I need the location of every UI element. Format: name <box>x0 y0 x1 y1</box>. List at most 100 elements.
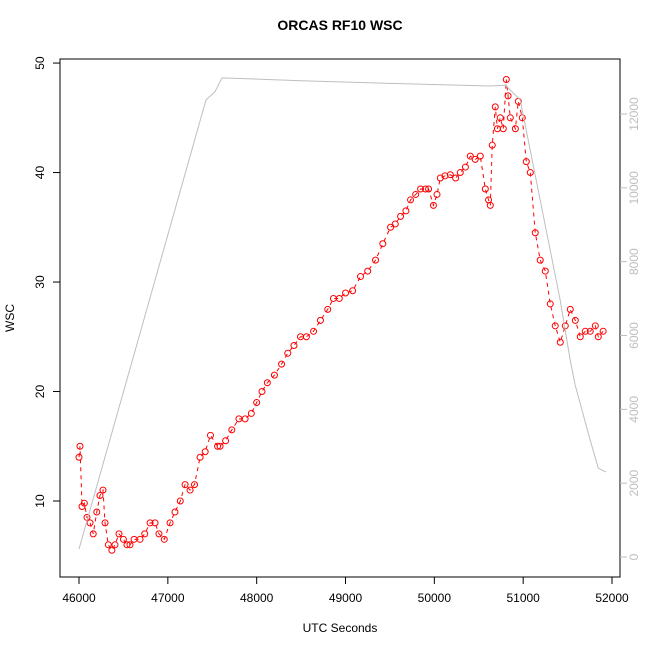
point <box>581 327 589 335</box>
point <box>253 398 261 406</box>
point <box>335 294 343 302</box>
point <box>93 508 101 516</box>
point <box>425 185 433 193</box>
point <box>86 519 94 527</box>
point <box>222 437 230 445</box>
y2-tick-label: 0 <box>627 553 641 560</box>
y2-tick-label: 10000 <box>627 171 641 205</box>
point <box>591 322 599 330</box>
point <box>216 442 224 450</box>
x-axis-label: UTC Seconds <box>303 621 378 635</box>
point <box>364 267 372 275</box>
y-axis-label: WSC <box>3 304 17 332</box>
point <box>551 322 559 330</box>
point <box>310 327 318 335</box>
point <box>76 442 84 450</box>
point <box>599 327 607 335</box>
point <box>176 497 184 505</box>
point <box>379 240 387 248</box>
point <box>412 190 420 198</box>
point <box>241 415 249 423</box>
point <box>556 338 564 346</box>
point <box>146 519 154 527</box>
point <box>284 349 292 357</box>
y-tick-label: 40 <box>33 166 47 180</box>
point <box>481 185 489 193</box>
point <box>576 333 584 341</box>
x-tick-label: 52000 <box>595 591 629 605</box>
x-tick-label: 47000 <box>151 591 185 605</box>
y2-tick-label: 4000 <box>627 396 641 423</box>
point <box>302 333 310 341</box>
point <box>80 499 88 507</box>
point <box>397 212 405 220</box>
point <box>342 289 350 297</box>
point <box>486 201 494 209</box>
point <box>541 267 549 275</box>
chart-title: ORCAS RF10 WSC <box>277 17 402 33</box>
point <box>316 316 324 324</box>
point <box>506 114 514 122</box>
point <box>104 541 112 549</box>
y-tick-label: 50 <box>33 56 47 70</box>
x-tick-label: 51000 <box>506 591 540 605</box>
point <box>518 114 526 122</box>
point <box>502 75 510 83</box>
y-tick-label: 30 <box>33 275 47 289</box>
point <box>566 305 574 313</box>
point <box>357 273 365 281</box>
point <box>141 530 149 538</box>
point <box>160 535 168 543</box>
point <box>391 220 399 228</box>
point <box>522 158 530 166</box>
point <box>96 492 104 500</box>
point <box>387 223 395 231</box>
point <box>504 92 512 100</box>
y-tick-label: 20 <box>33 385 47 399</box>
point <box>407 196 415 204</box>
point <box>586 327 594 335</box>
point <box>136 535 144 543</box>
x-tick-label: 48000 <box>240 591 274 605</box>
point <box>456 169 464 177</box>
point <box>166 519 174 527</box>
point <box>115 530 123 538</box>
y2-tick-label: 2000 <box>627 469 641 496</box>
point <box>531 229 539 237</box>
point <box>526 169 534 177</box>
point <box>111 541 119 549</box>
x-tick-label: 49000 <box>329 591 363 605</box>
point <box>429 201 437 209</box>
point <box>214 442 222 450</box>
y2-tick-label: 12000 <box>627 97 641 131</box>
x-tick-label: 46000 <box>62 591 96 605</box>
point <box>441 172 449 180</box>
point <box>278 360 286 368</box>
point <box>290 342 298 350</box>
point <box>201 448 209 456</box>
point <box>546 300 554 308</box>
point <box>190 481 198 489</box>
point <box>99 486 107 494</box>
point <box>446 171 454 179</box>
point <box>324 305 332 313</box>
point <box>101 519 109 527</box>
point <box>155 530 163 538</box>
y-tick-label: 10 <box>33 494 47 508</box>
point <box>488 141 496 149</box>
point <box>263 379 271 387</box>
point <box>433 190 441 198</box>
point <box>126 541 134 549</box>
x-tick-label: 50000 <box>418 591 452 605</box>
point <box>571 316 579 324</box>
point <box>471 155 479 163</box>
point <box>186 486 194 494</box>
plot-box <box>59 58 621 578</box>
point <box>499 125 507 133</box>
point <box>270 371 278 379</box>
point <box>417 185 425 193</box>
point <box>89 530 97 538</box>
point <box>108 546 116 554</box>
